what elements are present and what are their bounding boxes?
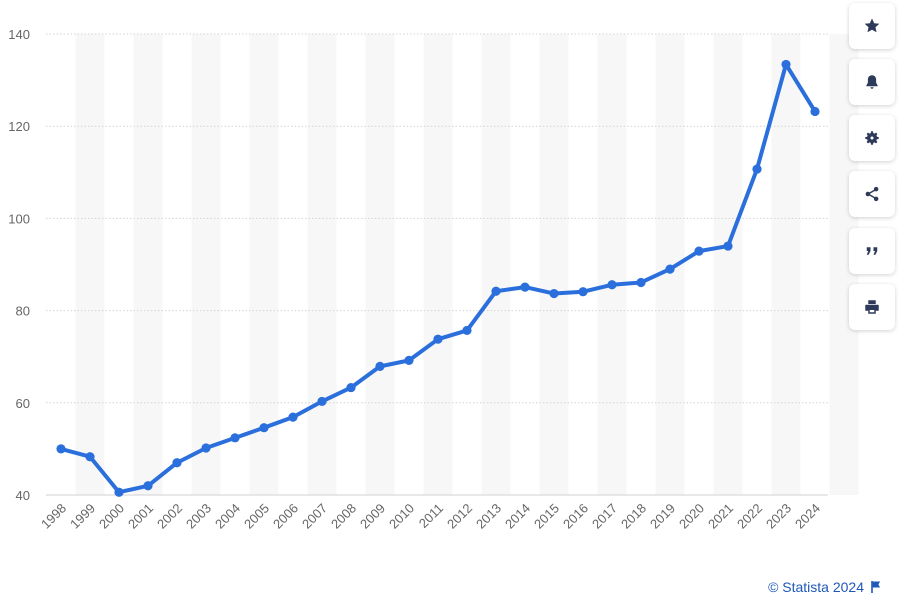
x-tick-label: 2006 bbox=[270, 501, 301, 532]
statista-credit-link[interactable]: © Statista 2024 bbox=[768, 579, 882, 595]
share-icon bbox=[865, 186, 879, 202]
x-tick-label: 2022 bbox=[734, 501, 765, 532]
settings-button[interactable] bbox=[849, 115, 895, 161]
star-icon bbox=[864, 18, 880, 33]
x-tick-label: 2001 bbox=[125, 501, 156, 532]
data-point[interactable] bbox=[56, 444, 66, 454]
x-tick-label: 2017 bbox=[589, 501, 620, 532]
data-point[interactable] bbox=[375, 361, 385, 371]
favorite-button[interactable] bbox=[849, 3, 895, 49]
notification-button[interactable] bbox=[849, 59, 895, 105]
series-layer bbox=[56, 59, 820, 497]
data-point[interactable] bbox=[230, 433, 240, 443]
x-tick-label: 2012 bbox=[444, 501, 475, 532]
column-band bbox=[75, 34, 105, 495]
column-band bbox=[191, 34, 221, 495]
data-point[interactable] bbox=[810, 106, 820, 117]
x-tick-label: 2016 bbox=[560, 501, 591, 532]
x-tick-label: 2023 bbox=[763, 501, 794, 532]
data-point[interactable] bbox=[288, 412, 298, 422]
data-point[interactable] bbox=[346, 382, 356, 393]
column-band bbox=[249, 34, 279, 495]
data-point[interactable] bbox=[143, 481, 153, 491]
gear-icon bbox=[865, 131, 879, 145]
data-point[interactable] bbox=[85, 452, 95, 462]
x-tick-label: 2014 bbox=[502, 501, 533, 532]
column-band bbox=[365, 34, 395, 495]
column-band bbox=[481, 34, 511, 495]
x-tick-label: 2018 bbox=[618, 501, 649, 532]
data-point[interactable] bbox=[491, 286, 501, 296]
data-point[interactable] bbox=[665, 264, 675, 274]
y-axis-ticks: 40 60 80 100 120 140 bbox=[8, 27, 30, 503]
print-icon bbox=[865, 300, 879, 314]
data-point[interactable] bbox=[520, 282, 530, 292]
column-band bbox=[713, 34, 743, 495]
x-tick-label: 2003 bbox=[183, 501, 214, 532]
x-tick-label: 2024 bbox=[792, 501, 823, 532]
x-tick-label: 2002 bbox=[154, 501, 185, 532]
data-point[interactable] bbox=[781, 59, 791, 70]
data-point[interactable] bbox=[201, 443, 211, 453]
x-tick-label: 1999 bbox=[67, 501, 98, 532]
x-tick-label: 1998 bbox=[38, 501, 69, 532]
column-band bbox=[597, 34, 627, 495]
gridlines bbox=[46, 33, 828, 496]
data-point[interactable] bbox=[752, 164, 762, 174]
x-tick-label: 2019 bbox=[647, 501, 678, 532]
column-band bbox=[423, 34, 453, 495]
x-tick-label: 2000 bbox=[96, 501, 127, 532]
data-point[interactable] bbox=[172, 458, 182, 468]
data-point[interactable] bbox=[433, 334, 443, 344]
data-point[interactable] bbox=[723, 241, 733, 251]
data-point[interactable] bbox=[317, 396, 327, 407]
x-tick-label: 2010 bbox=[386, 501, 417, 532]
y-tick-label: 140 bbox=[8, 27, 30, 42]
quote-icon bbox=[866, 247, 878, 255]
x-tick-label: 2007 bbox=[299, 501, 330, 532]
data-point[interactable] bbox=[462, 325, 472, 336]
data-point[interactable] bbox=[578, 287, 588, 297]
x-tick-label: 2013 bbox=[473, 501, 504, 532]
print-button[interactable] bbox=[849, 284, 895, 330]
y-tick-label: 120 bbox=[8, 119, 30, 134]
credit-text: © Statista 2024 bbox=[768, 579, 864, 595]
y-tick-label: 80 bbox=[16, 304, 30, 319]
column-bands bbox=[75, 34, 859, 495]
column-band bbox=[771, 34, 801, 495]
x-tick-label: 2008 bbox=[328, 501, 359, 532]
y-tick-label: 40 bbox=[16, 488, 30, 503]
data-point[interactable] bbox=[636, 277, 646, 288]
data-point[interactable] bbox=[404, 355, 414, 365]
column-band bbox=[539, 34, 569, 495]
cite-button[interactable] bbox=[849, 228, 895, 274]
bell-icon bbox=[866, 75, 878, 89]
data-point[interactable] bbox=[259, 423, 269, 433]
x-tick-label: 2005 bbox=[241, 501, 272, 532]
data-point[interactable] bbox=[549, 288, 559, 299]
x-tick-label: 2015 bbox=[531, 501, 562, 532]
column-band bbox=[307, 34, 337, 495]
x-tick-label: 2009 bbox=[357, 501, 388, 532]
x-tick-label: 2021 bbox=[705, 501, 736, 532]
data-point[interactable] bbox=[607, 280, 617, 290]
x-tick-label: 2011 bbox=[416, 501, 446, 531]
flag-icon bbox=[871, 581, 881, 593]
x-tick-label: 2020 bbox=[676, 501, 707, 532]
x-tick-label: 2004 bbox=[212, 501, 243, 532]
column-band bbox=[133, 34, 163, 495]
data-point[interactable] bbox=[694, 246, 704, 256]
data-point[interactable] bbox=[114, 487, 124, 497]
y-tick-label: 100 bbox=[8, 211, 30, 226]
x-axis-ticks: 1998199920002001200220032004200520062007… bbox=[38, 501, 823, 532]
share-button[interactable] bbox=[849, 171, 895, 217]
y-tick-label: 60 bbox=[16, 396, 30, 411]
